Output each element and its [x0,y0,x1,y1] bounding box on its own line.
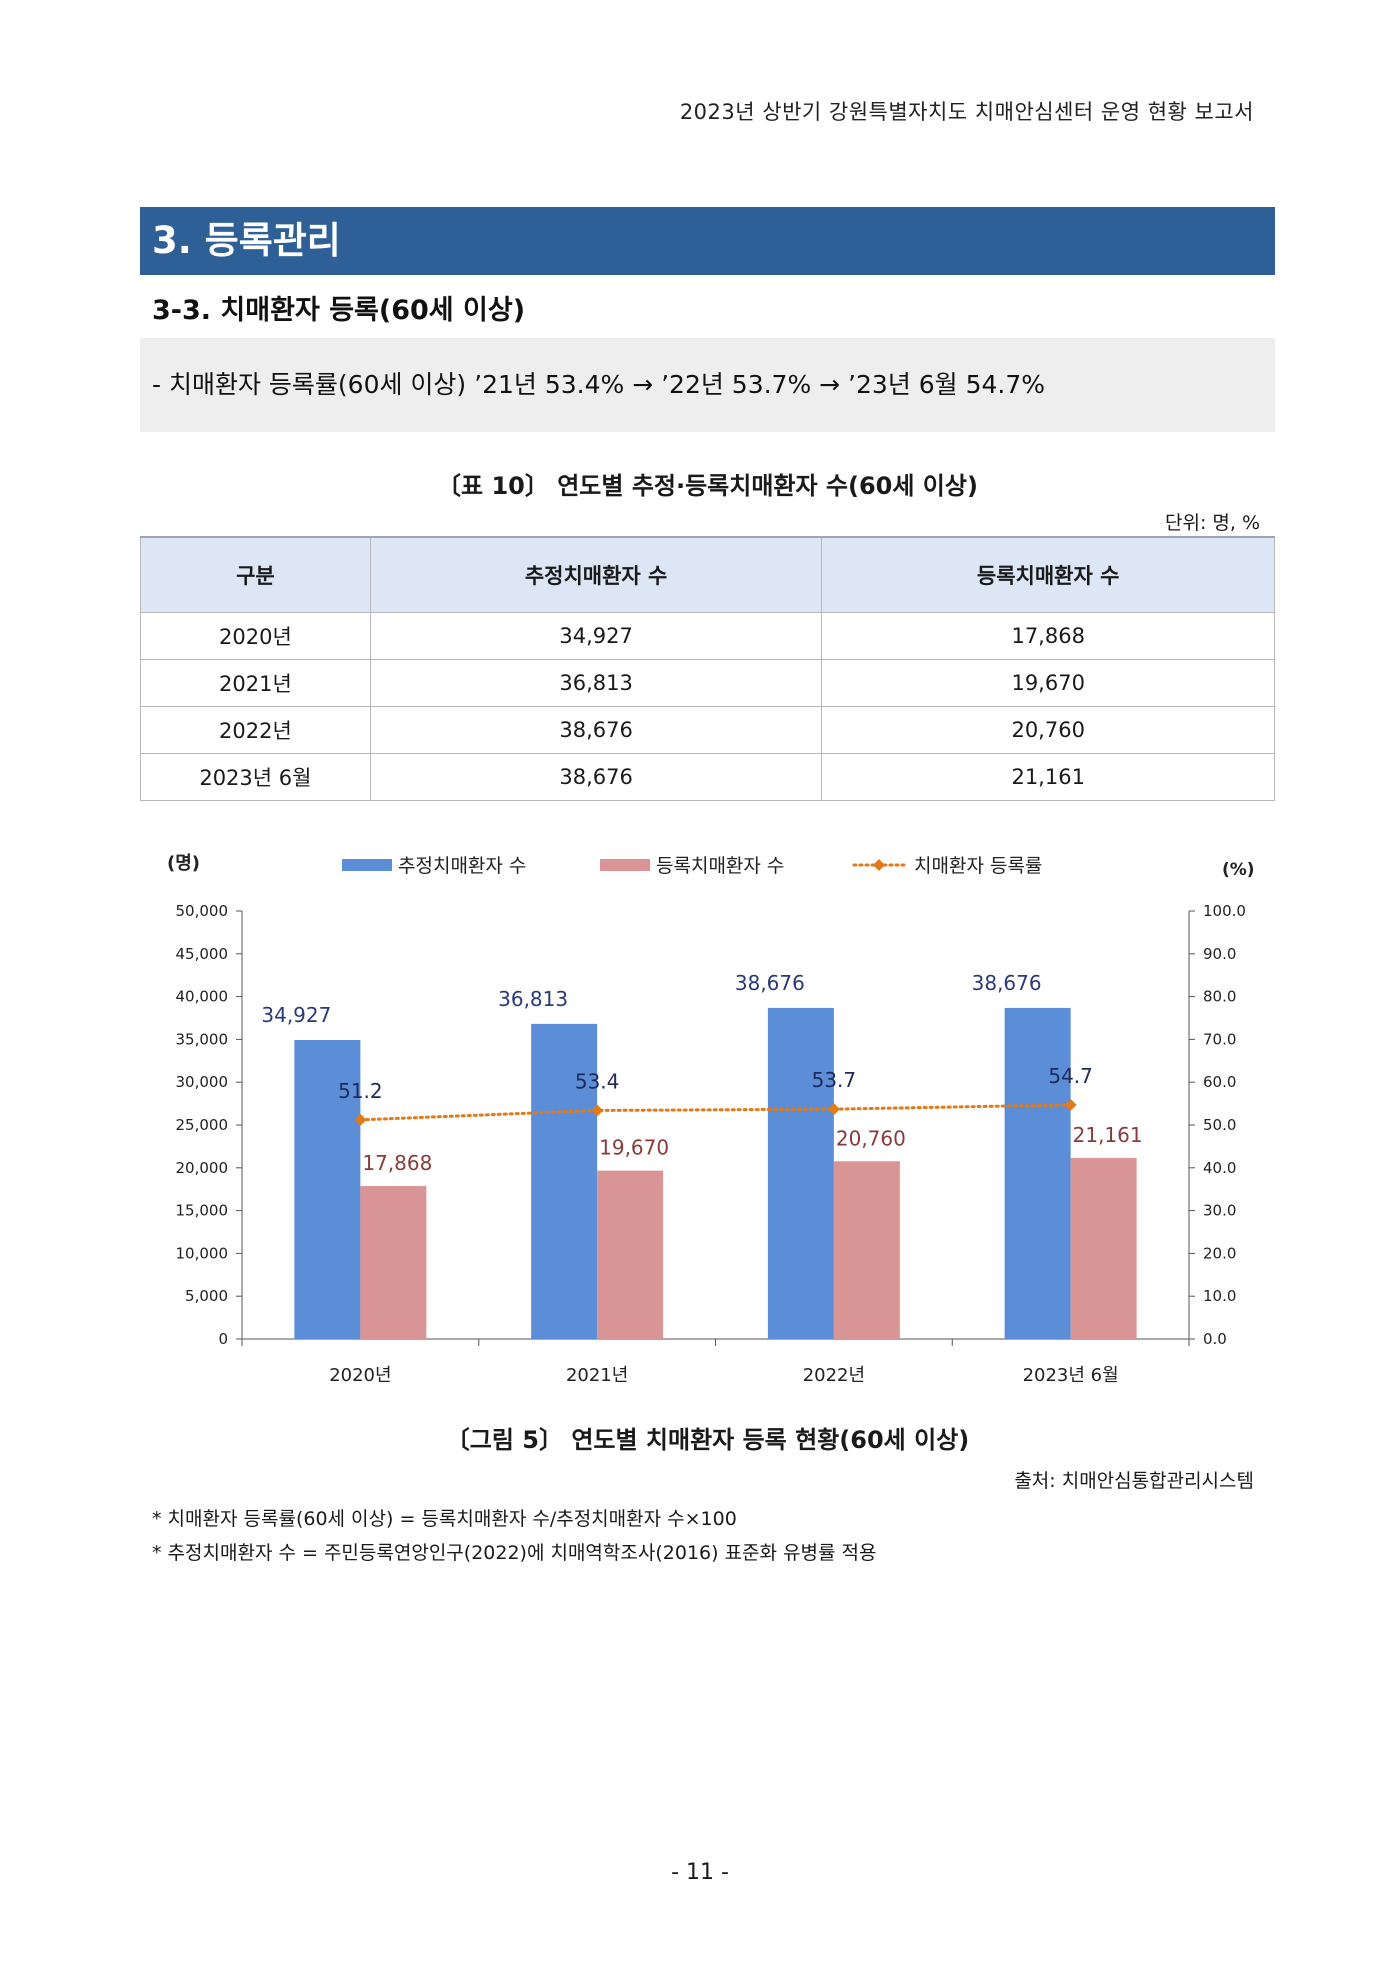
y-tick-label: 50,000 [176,902,229,920]
y2-tick-label: 50.0 [1203,1116,1236,1134]
data-label-rate: 54.7 [1048,1064,1093,1088]
row-registered: 17,868 [821,612,1275,660]
x-tick-label: 2023년 6월 [1023,1365,1119,1386]
table-row: 2023년 6월 38,676 21,161 [140,753,1275,801]
row-registered: 19,670 [821,659,1275,707]
data-label-registered: 20,760 [836,1126,906,1150]
y2-tick-label: 60.0 [1203,1073,1236,1091]
header-estimated: 추정치매환자 수 [369,536,823,613]
bar-estimated [294,1040,361,1339]
section-title: 3. 등록관리 [140,207,1275,275]
header-category: 구분 [140,536,371,613]
y-tick-label: 45,000 [176,945,229,963]
data-label-registered: 19,670 [599,1136,669,1160]
table-row: 2022년 38,676 20,760 [140,706,1275,754]
y2-tick-label: 100.0 [1203,902,1246,920]
rate-point [354,1113,367,1126]
y-tick-label: 35,000 [176,1030,229,1048]
legend-label-rate: 치매환자 등록률 [914,855,1042,877]
data-label-rate: 53.7 [812,1068,857,1092]
y-tick-label: 20,000 [176,1159,229,1177]
x-tick-label: 2021년 [566,1365,628,1386]
row-year: 2021년 [140,659,371,707]
bar-estimated [531,1023,598,1339]
source-note: 출처: 치매안심통합관리시스템 [1014,1470,1254,1492]
y-tick-label: 15,000 [176,1202,229,1220]
subsection-title: 3-3. 치매환자 등록(60세 이상) [152,295,526,326]
row-registered: 21,161 [821,753,1275,801]
y2-axis-label: (%) [1222,860,1255,880]
data-label-registered: 21,161 [1073,1123,1143,1147]
legend-swatch-estimated [342,859,392,871]
row-estimated: 36,813 [369,659,823,707]
legend-label-estimated: 추정치매환자 수 [398,855,526,877]
data-label-estimated: 38,676 [735,971,805,995]
bar-estimated [767,1007,834,1339]
y-tick-label: 5,000 [185,1287,228,1305]
y-tick-label: 10,000 [176,1244,229,1262]
x-tick-label: 2022년 [803,1365,865,1386]
unit-note: 단위: 명, % [1164,512,1260,534]
data-label-estimated: 38,676 [972,971,1042,995]
rate-point [591,1104,604,1117]
y2-tick-label: 70.0 [1203,1030,1236,1048]
rate-line [358,1103,1073,1122]
bar-registered [360,1186,427,1339]
row-estimated: 38,676 [369,706,823,754]
page-number: - 11 - [671,1860,729,1885]
figure-caption: 〔그림 5〕 연도별 치매환자 등록 현황(60세 이상) [445,1426,970,1454]
row-estimated: 34,927 [369,612,823,660]
y-tick-label: 0 [218,1330,228,1348]
table-header-row: 구분 추정치매환자 수 등록치매환자 수 [140,536,1275,613]
footnote-rate: * 치매환자 등록률(60세 이상) = 등록치매환자 수/추정치매환자 수×1… [152,1508,737,1530]
y2-tick-label: 80.0 [1203,988,1236,1006]
data-label-registered: 17,868 [362,1151,432,1175]
y-tick-label: 25,000 [176,1116,229,1134]
table-row: 2020년 34,927 17,868 [140,612,1275,660]
data-label-estimated: 34,927 [261,1003,331,1027]
data-label-estimated: 36,813 [498,987,568,1011]
y-axis-label: (명) [167,853,200,874]
legend-swatch-registered [600,859,650,871]
row-estimated: 38,676 [369,753,823,801]
row-year: 2022년 [140,706,371,754]
table-row: 2021년 36,813 19,670 [140,659,1275,707]
header-registered: 등록치매환자 수 [821,536,1275,613]
summary-box: - 치매환자 등록률(60세 이상) ’21년 53.4% → ’22년 53.… [140,338,1275,432]
legend-marker-rate [873,859,885,871]
y2-tick-label: 0.0 [1203,1330,1227,1348]
y2-tick-label: 90.0 [1203,945,1236,963]
bar-registered [1070,1157,1137,1339]
row-registered: 20,760 [821,706,1275,754]
rate-point [1064,1098,1077,1111]
y-tick-label: 40,000 [176,988,229,1006]
registration-chart: 0 5,000 10,000 15,000 20,000 25,000 30,000 35,0… [167,853,1255,1386]
table-caption: 〔표 10〕 연도별 추정·등록치매환자 수(60세 이상) [437,472,978,500]
y2-tick-label: 20.0 [1203,1244,1236,1262]
data-table: 구분 추정치매환자 수 등록치매환자 수 2020년 34,927 17,868… [140,536,1275,801]
bar-registered [597,1170,664,1339]
row-year: 2023년 6월 [140,753,371,801]
y2-tick-label: 30.0 [1203,1202,1236,1220]
running-header: 2023년 상반기 강원특별자치도 치매안심센터 운영 현황 보고서 [679,100,1254,124]
footnote-estimate: * 추정치매환자 수 = 주민등록연앙인구(2022)에 치매역학조사(2016… [152,1542,877,1564]
legend-label-registered: 등록치매환자 수 [656,855,784,877]
y2-tick-label: 40.0 [1203,1159,1236,1177]
y2-tick-label: 10.0 [1203,1287,1236,1305]
row-year: 2020년 [140,612,371,660]
y-tick-label: 30,000 [176,1073,229,1091]
data-label-rate: 53.4 [575,1069,620,1093]
rate-point [827,1103,840,1116]
bar-estimated [1004,1007,1071,1339]
data-label-rate: 51.2 [338,1079,383,1103]
x-tick-label: 2020년 [329,1365,391,1386]
bar-registered [833,1161,900,1339]
